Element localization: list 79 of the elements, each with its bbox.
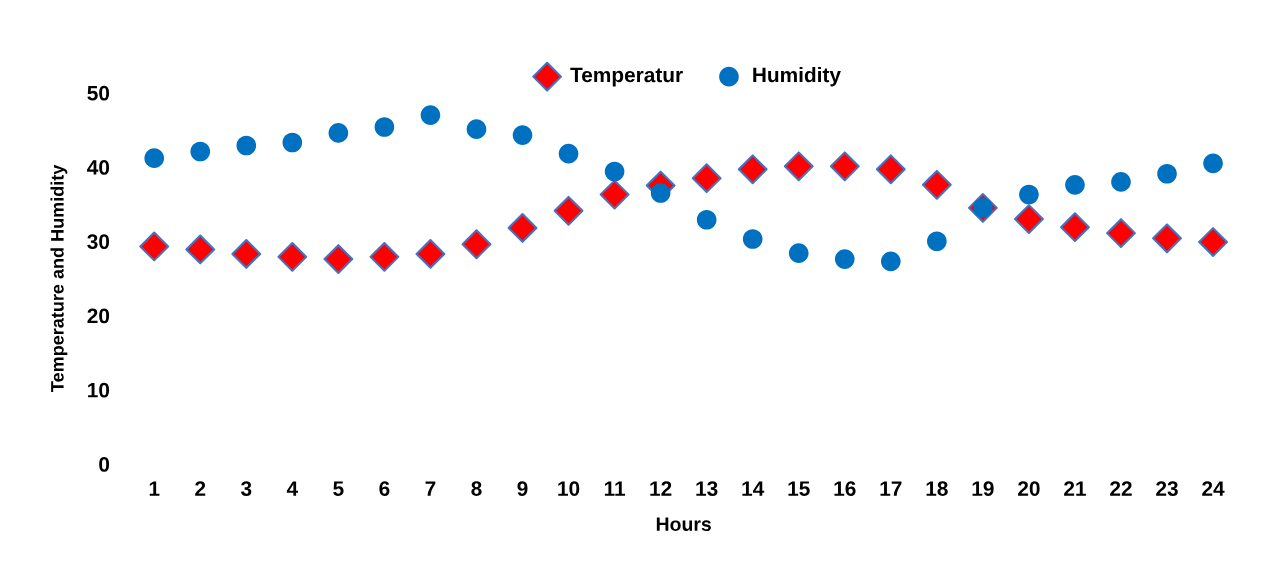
point [369, 241, 400, 272]
point [1106, 218, 1136, 249]
point [875, 154, 906, 185]
point [420, 105, 441, 125]
y-tick-label: 40 [87, 160, 110, 175]
point [650, 183, 671, 203]
x-tick-label: 23 [1156, 481, 1178, 496]
x-tick-label: 20 [1018, 481, 1040, 496]
point [1198, 227, 1228, 257]
point [921, 169, 952, 200]
point [1157, 163, 1177, 184]
x-tick-label: 16 [834, 481, 856, 496]
x-tick-label: 15 [788, 481, 810, 496]
x-tick-label: 9 [517, 481, 528, 496]
point [374, 117, 395, 137]
x-tick-label: 8 [471, 481, 482, 496]
point [696, 209, 717, 230]
y-axis-title: Temperature and Humidity [50, 164, 68, 392]
point [512, 125, 533, 145]
point [1013, 204, 1044, 234]
point [466, 119, 487, 139]
point [236, 135, 257, 156]
x-tick-label: 4 [286, 481, 299, 496]
point [185, 234, 216, 265]
point [277, 241, 308, 272]
x-axis-title: Hours [656, 517, 711, 532]
point [144, 148, 165, 168]
y-tick-label: 10 [88, 382, 110, 398]
x-tick-label: 11 [604, 481, 626, 496]
legend-label: Humidity [753, 67, 841, 87]
x-tick-label: 18 [926, 481, 948, 496]
point [737, 154, 768, 185]
point [1065, 175, 1085, 195]
point [880, 251, 901, 272]
x-tick-label: 19 [972, 481, 994, 496]
point [553, 195, 584, 226]
point [927, 231, 947, 252]
x-tick-label: 1 [149, 481, 160, 496]
point [1152, 223, 1182, 254]
y-tick-label: 20 [87, 308, 110, 324]
x-tick-label: 6 [379, 481, 390, 496]
point [1060, 212, 1090, 243]
point [834, 249, 855, 269]
y-tick-label: 30 [87, 234, 110, 250]
x-tick-label: 24 [1202, 481, 1225, 496]
point [415, 238, 446, 269]
x-tick-label: 14 [742, 481, 765, 496]
point [742, 229, 763, 249]
point [604, 161, 625, 182]
point [1111, 172, 1131, 192]
legend-label: Temperatur [570, 67, 683, 87]
x-tick-label: 13 [696, 481, 718, 496]
point [231, 238, 262, 269]
x-tick-label: 17 [880, 481, 902, 496]
x-tick-label: 7 [425, 481, 436, 496]
point [599, 179, 630, 210]
point [507, 212, 538, 243]
point [558, 143, 579, 164]
point [139, 231, 170, 262]
point [783, 151, 814, 182]
point [788, 243, 809, 263]
point [282, 132, 303, 153]
x-tick-label: 3 [240, 481, 252, 496]
x-tick-label: 10 [558, 481, 580, 496]
point [691, 163, 722, 194]
x-tick-label: 21 [1064, 481, 1086, 496]
point [1203, 153, 1223, 174]
point [323, 244, 354, 275]
x-tick-label: 22 [1110, 481, 1132, 496]
x-tick-label: 5 [333, 481, 344, 496]
x-tick-label: 2 [195, 481, 206, 496]
y-tick-label: 0 [99, 457, 110, 472]
point [328, 123, 349, 143]
point [461, 229, 492, 260]
point [829, 151, 860, 182]
y-tick-label: 50 [87, 85, 110, 101]
x-tick-label: 12 [650, 481, 672, 496]
point [190, 141, 211, 162]
point [1019, 184, 1039, 205]
